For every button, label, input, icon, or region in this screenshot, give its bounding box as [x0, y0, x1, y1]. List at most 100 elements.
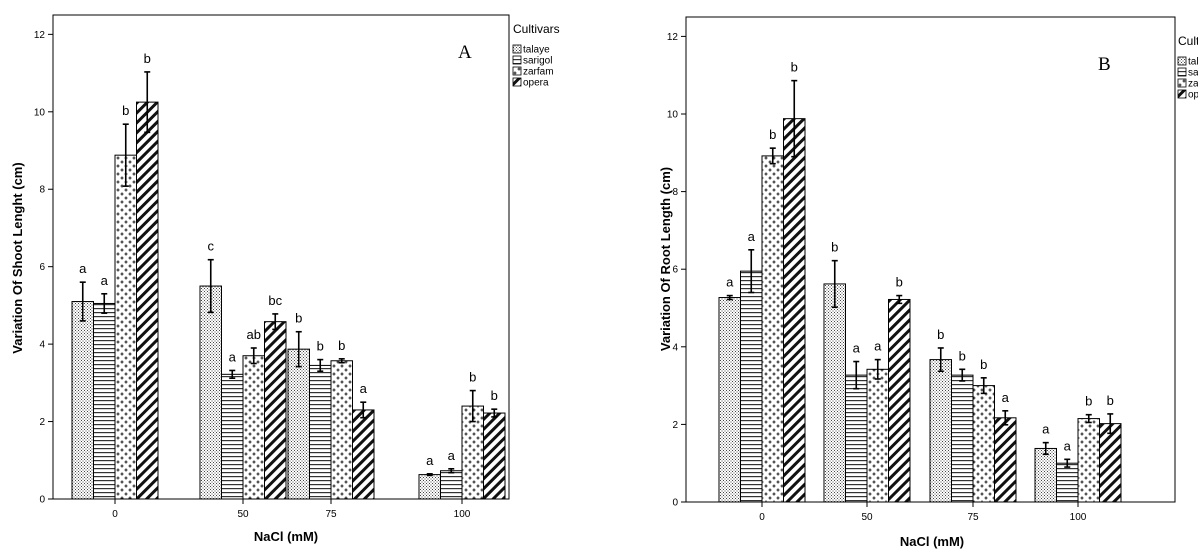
y-tick-label: 8: [672, 187, 678, 198]
panel-letter: A: [458, 42, 472, 63]
y-tick-label: 10: [667, 110, 679, 121]
y-axis: 0 2 4 6 8 10 12: [34, 30, 53, 506]
error-bar: [980, 377, 987, 395]
x-axis: 0 50 75 100: [759, 502, 1087, 523]
y-tick-label: 0: [39, 495, 45, 506]
error-bar: [101, 292, 108, 314]
legend-item-talaye: talaye: [512, 44, 550, 56]
bar-talaye: [718, 297, 741, 503]
significance-letter: a: [229, 349, 237, 364]
significance-letter: c: [208, 239, 215, 254]
bar-sarigol: [440, 470, 463, 500]
error-bar: [229, 369, 236, 379]
legend-swatch: [512, 77, 522, 87]
bar-talaye: [823, 283, 846, 503]
error-bar: [144, 71, 151, 134]
x-axis: 0 50 75 100: [112, 499, 471, 520]
error-bar: [272, 313, 279, 331]
significance-letter: a: [360, 381, 368, 396]
bar-talaye: [1034, 447, 1057, 503]
significance-letter: b: [769, 127, 776, 142]
x-axis-title: NaCl (mM): [900, 534, 964, 549]
error-bar: [1085, 413, 1092, 424]
error-bar: [426, 473, 433, 477]
bar-zarfam: [761, 155, 784, 503]
error-bar: [250, 347, 257, 365]
significance-letter: a: [448, 448, 456, 463]
x-tick-label: 50: [861, 512, 873, 523]
y-tick-label: 0: [672, 498, 678, 509]
error-bar: [1002, 410, 1009, 426]
significance-letter: b: [937, 327, 944, 342]
significance-letter: a: [1064, 438, 1072, 453]
x-tick-label: 100: [1070, 512, 1087, 523]
legend-label: sarigol: [523, 56, 552, 67]
y-tick-label: 4: [39, 340, 45, 351]
bar-talaye: [71, 301, 94, 500]
error-bar: [831, 259, 838, 309]
y-axis: 0 2 4 6 8 10 12: [667, 32, 686, 509]
significance-letter: b: [338, 338, 345, 353]
significance-letter: b: [831, 240, 838, 255]
significance-letter: a: [726, 275, 734, 290]
error-bar: [769, 147, 776, 165]
legend-item-sarigol: sarigol: [512, 55, 552, 67]
significance-letter: b: [295, 311, 302, 326]
legend-item-opera: opera: [1177, 90, 1198, 101]
legend-swatch: [512, 55, 522, 65]
bar-opera: [352, 409, 375, 500]
x-tick-label: 100: [454, 509, 471, 520]
error-bar: [448, 467, 455, 474]
panel-letter: B: [1098, 54, 1111, 75]
significance-letter: a: [874, 339, 882, 354]
significance-letter: b: [491, 388, 498, 403]
significance-letter: a: [426, 453, 434, 468]
error-bar: [959, 368, 966, 382]
legend-label: zarfam: [1188, 79, 1198, 90]
bar-sarigol: [951, 374, 974, 503]
y-tick-label: 12: [667, 32, 679, 43]
bar-zarfam: [330, 360, 353, 500]
x-tick-label: 0: [759, 512, 765, 523]
y-tick-label: 12: [34, 30, 46, 41]
bar-opera: [483, 412, 506, 500]
x-tick-label: 50: [237, 509, 249, 520]
significance-letter: b: [959, 348, 966, 363]
bar-opera: [994, 417, 1017, 503]
error-bar: [726, 294, 733, 301]
bar-zarfam: [972, 385, 995, 503]
legend-item-zarfam: zarfam: [1177, 79, 1198, 90]
y-tick-label: 4: [672, 342, 678, 353]
bar-talaye: [199, 285, 222, 500]
legend-label: opera: [1188, 90, 1198, 101]
bar-opera: [264, 321, 287, 500]
significance-letter: a: [101, 273, 109, 288]
y-tick-label: 6: [39, 262, 45, 273]
bar-opera: [888, 298, 911, 503]
significance-letter: a: [1002, 390, 1010, 405]
legend-title: Cultivars: [1178, 34, 1198, 48]
legend-label: talaye: [523, 45, 550, 56]
bar-sarigol: [845, 374, 868, 503]
legend-item-talaye: talaye: [1177, 57, 1198, 68]
x-tick-label: 0: [112, 509, 118, 520]
significance-letter: b: [122, 103, 129, 118]
y-axis-title: Variation Of Shoot Lenght (cm): [10, 162, 25, 353]
error-bar: [1042, 441, 1049, 456]
error-bar: [79, 281, 86, 322]
significance-letter: b: [144, 51, 151, 66]
error-bar: [295, 330, 302, 368]
legend-title: Cultivars: [513, 22, 560, 36]
legend-swatch: [512, 44, 522, 54]
error-bar: [937, 347, 944, 373]
y-tick-label: 10: [34, 107, 46, 118]
significance-letter: b: [317, 339, 324, 354]
bar-talaye: [418, 474, 441, 500]
error-bar: [1107, 413, 1114, 435]
significance-letter: b: [1085, 394, 1092, 409]
error-bar: [491, 408, 498, 418]
